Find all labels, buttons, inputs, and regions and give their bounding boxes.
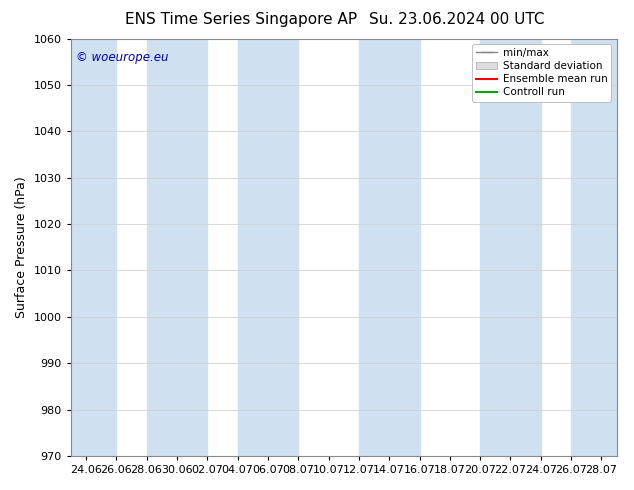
Text: ENS Time Series Singapore AP: ENS Time Series Singapore AP xyxy=(125,12,357,27)
Bar xyxy=(56,39,116,456)
Bar xyxy=(359,39,420,456)
Bar xyxy=(238,39,298,456)
Legend: min/max, Standard deviation, Ensemble mean run, Controll run: min/max, Standard deviation, Ensemble me… xyxy=(472,44,611,101)
Bar xyxy=(480,39,541,456)
Text: © woeurope.eu: © woeurope.eu xyxy=(76,51,169,64)
Bar xyxy=(146,39,207,456)
Text: Su. 23.06.2024 00 UTC: Su. 23.06.2024 00 UTC xyxy=(369,12,544,27)
Bar xyxy=(571,39,632,456)
Y-axis label: Surface Pressure (hPa): Surface Pressure (hPa) xyxy=(15,176,28,318)
